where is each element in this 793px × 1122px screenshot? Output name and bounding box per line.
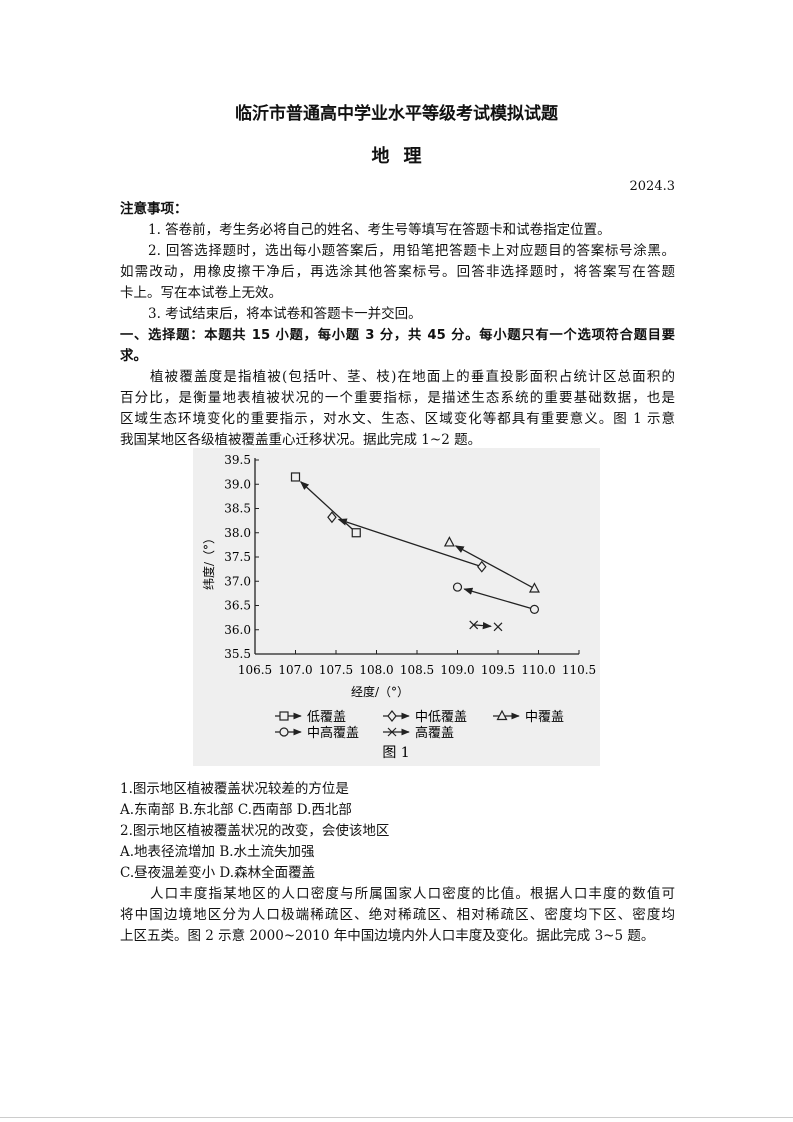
passage1-line: 百分比，是衡量地表植被状况的一个重要指标，是描述生态系统的重要基础数据，也是 bbox=[120, 390, 675, 406]
y-axis-label: 纬度/（°） bbox=[201, 532, 216, 590]
y-tick-label: 39.5 bbox=[224, 453, 251, 467]
exam-title: 临沂市普通高中学业水平等级考试模拟试题 bbox=[235, 104, 558, 124]
migration-arrow-cross bbox=[473, 622, 492, 630]
section-heading: 一、选择题：本题共 15 小题，每小题 3 分，共 45 分。每小题只有一个选项… bbox=[120, 328, 675, 343]
question-1: 1.图示地区植被覆盖状况较差的方位是 bbox=[120, 781, 349, 797]
migration-chart: 106.5 107.0 107.5 108.0 108.5 109.0 109.5 110.0… bbox=[201, 453, 596, 761]
legend-cross-icon bbox=[387, 727, 397, 737]
notice-line: 如需改动，用橡皮擦干净后，再选涂其他答案标号。回答非选择题时，将答案写在答题 bbox=[120, 264, 675, 280]
diamond-marker-end bbox=[327, 511, 337, 524]
legend-label: 中低覆盖 bbox=[415, 710, 467, 725]
question-2: 2.图示地区植被覆盖状况的改变，会使该地区 bbox=[120, 823, 390, 839]
legend-item: 低覆盖 bbox=[275, 710, 346, 725]
exam-date: 2024.3 bbox=[629, 179, 676, 194]
notice-section: 注意事项： 1. 答卷前，考生务必将自己的姓名、考生号等填写在答题卡和试卷指定位… bbox=[120, 199, 675, 451]
y-tick-label: 35.5 bbox=[224, 647, 251, 661]
migration-arrow-square bbox=[299, 481, 357, 534]
x-tick-label: 107.5 bbox=[319, 663, 353, 677]
notice-line: 卡上。写在本试卷上无效。 bbox=[120, 285, 282, 301]
circle-marker-start bbox=[529, 604, 540, 614]
x-tick-label: 109.0 bbox=[440, 663, 474, 677]
legend-label: 高覆盖 bbox=[415, 725, 454, 741]
legend-item: 中覆盖 bbox=[493, 709, 564, 725]
figure-caption: 图 1 bbox=[382, 745, 409, 761]
notice-line: 3. 考试结束后，将本试卷和答题卡一并交回。 bbox=[148, 306, 422, 322]
question-1-options: A.东南部 B.东北部 C.西南部 D.西北部 bbox=[120, 802, 352, 818]
x-tick-label: 106.5 bbox=[238, 663, 272, 677]
cross-marker-end bbox=[493, 622, 503, 632]
passage1-line: 区域生态环境变化的重要指示，对水文、生态、区域变化等都具有重要意义。图 1 示意 bbox=[120, 411, 675, 427]
x-tick-label: 107.0 bbox=[278, 663, 312, 677]
legend-circle-icon bbox=[279, 727, 289, 737]
legend-square-icon bbox=[279, 711, 289, 721]
passage1-line: 我国某地区各级植被覆盖重心迁移状况。据此完成 1~2 题。 bbox=[120, 432, 482, 448]
triangle-marker-start bbox=[528, 582, 540, 593]
circle-marker-end bbox=[452, 582, 463, 592]
x-tick-label: 108.5 bbox=[400, 663, 434, 677]
migration-arrow-triangle bbox=[454, 545, 535, 590]
legend-item: 中低覆盖 bbox=[383, 710, 467, 725]
section-heading-cont: 求。 bbox=[120, 348, 147, 364]
y-tick-label: 38.5 bbox=[224, 502, 251, 516]
passage2-line: 将中国边境地区分为人口极端稀疏区、绝对稀疏区、相对稀疏区、密度均下区、密度均 bbox=[120, 907, 675, 923]
y-tick-label: 37.0 bbox=[224, 574, 251, 588]
notice-heading: 注意事项： bbox=[120, 201, 188, 217]
x-tick-label: 108.0 bbox=[359, 663, 393, 677]
question-2-options-cd: C.昼夜温差变小 D.森林全面覆盖 bbox=[120, 865, 316, 881]
y-tick-label: 39.0 bbox=[224, 477, 251, 491]
square-marker-end bbox=[290, 472, 301, 482]
migration-arrow-diamond bbox=[337, 518, 483, 568]
legend-label: 低覆盖 bbox=[307, 710, 346, 725]
x-tick-label: 110.5 bbox=[562, 663, 596, 677]
notice-line: 1. 答卷前，考生务必将自己的姓名、考生号等填写在答题卡和试卷指定位置。 bbox=[148, 222, 611, 238]
passage2-line: 人口丰度指某地区的人口密度与所属国家人口密度的比值。根据人口丰度的数值可 bbox=[150, 886, 675, 902]
y-tick-label: 36.0 bbox=[224, 623, 251, 637]
migration-arrow-circle bbox=[463, 587, 535, 611]
cross-marker-start bbox=[469, 620, 479, 630]
page-bottom-rule bbox=[0, 1117, 793, 1118]
figure-1: 106.5 107.0 107.5 108.0 108.5 109.0 109.5 110.0… bbox=[193, 448, 600, 766]
notice-line: 2. 回答选择题时，选出每小题答案后，用铅笔把答题卡上对应题目的答案标号涂黑。 bbox=[148, 243, 675, 259]
x-tick-label: 110.0 bbox=[521, 663, 555, 677]
legend-triangle-icon bbox=[496, 709, 508, 721]
triangle-marker-end bbox=[443, 536, 455, 547]
y-tick-label: 38.0 bbox=[224, 526, 251, 540]
legend-item: 高覆盖 bbox=[383, 725, 454, 741]
legend-diamond-icon bbox=[387, 710, 397, 722]
legend-label: 中高覆盖 bbox=[307, 725, 359, 741]
passage2-line: 上区五类。图 2 示意 2000~2010 年中国边境内外人口丰度及变化。据此完… bbox=[120, 928, 655, 944]
x-axis-label: 经度/（°） bbox=[351, 684, 409, 699]
passage1-line: 植被覆盖度是指植被(包括叶、茎、枝)在地面上的垂直投影面积占统计区总面积的 bbox=[150, 369, 675, 385]
legend-label: 中覆盖 bbox=[525, 710, 564, 725]
diamond-marker-start bbox=[477, 560, 487, 573]
x-tick-label: 109.5 bbox=[481, 663, 515, 677]
question-2-options-ab: A.地表径流增加 B.水土流失加强 bbox=[120, 844, 315, 860]
y-tick-label: 37.5 bbox=[224, 550, 251, 564]
square-marker-start bbox=[351, 528, 361, 538]
subject-title: 地理 bbox=[371, 146, 436, 167]
legend-item: 中高覆盖 bbox=[275, 725, 359, 741]
y-tick-label: 36.5 bbox=[224, 599, 251, 613]
questions-section: 1.图示地区植被覆盖状况较差的方位是 A.东南部 B.东北部 C.西南部 D.西… bbox=[120, 779, 675, 947]
